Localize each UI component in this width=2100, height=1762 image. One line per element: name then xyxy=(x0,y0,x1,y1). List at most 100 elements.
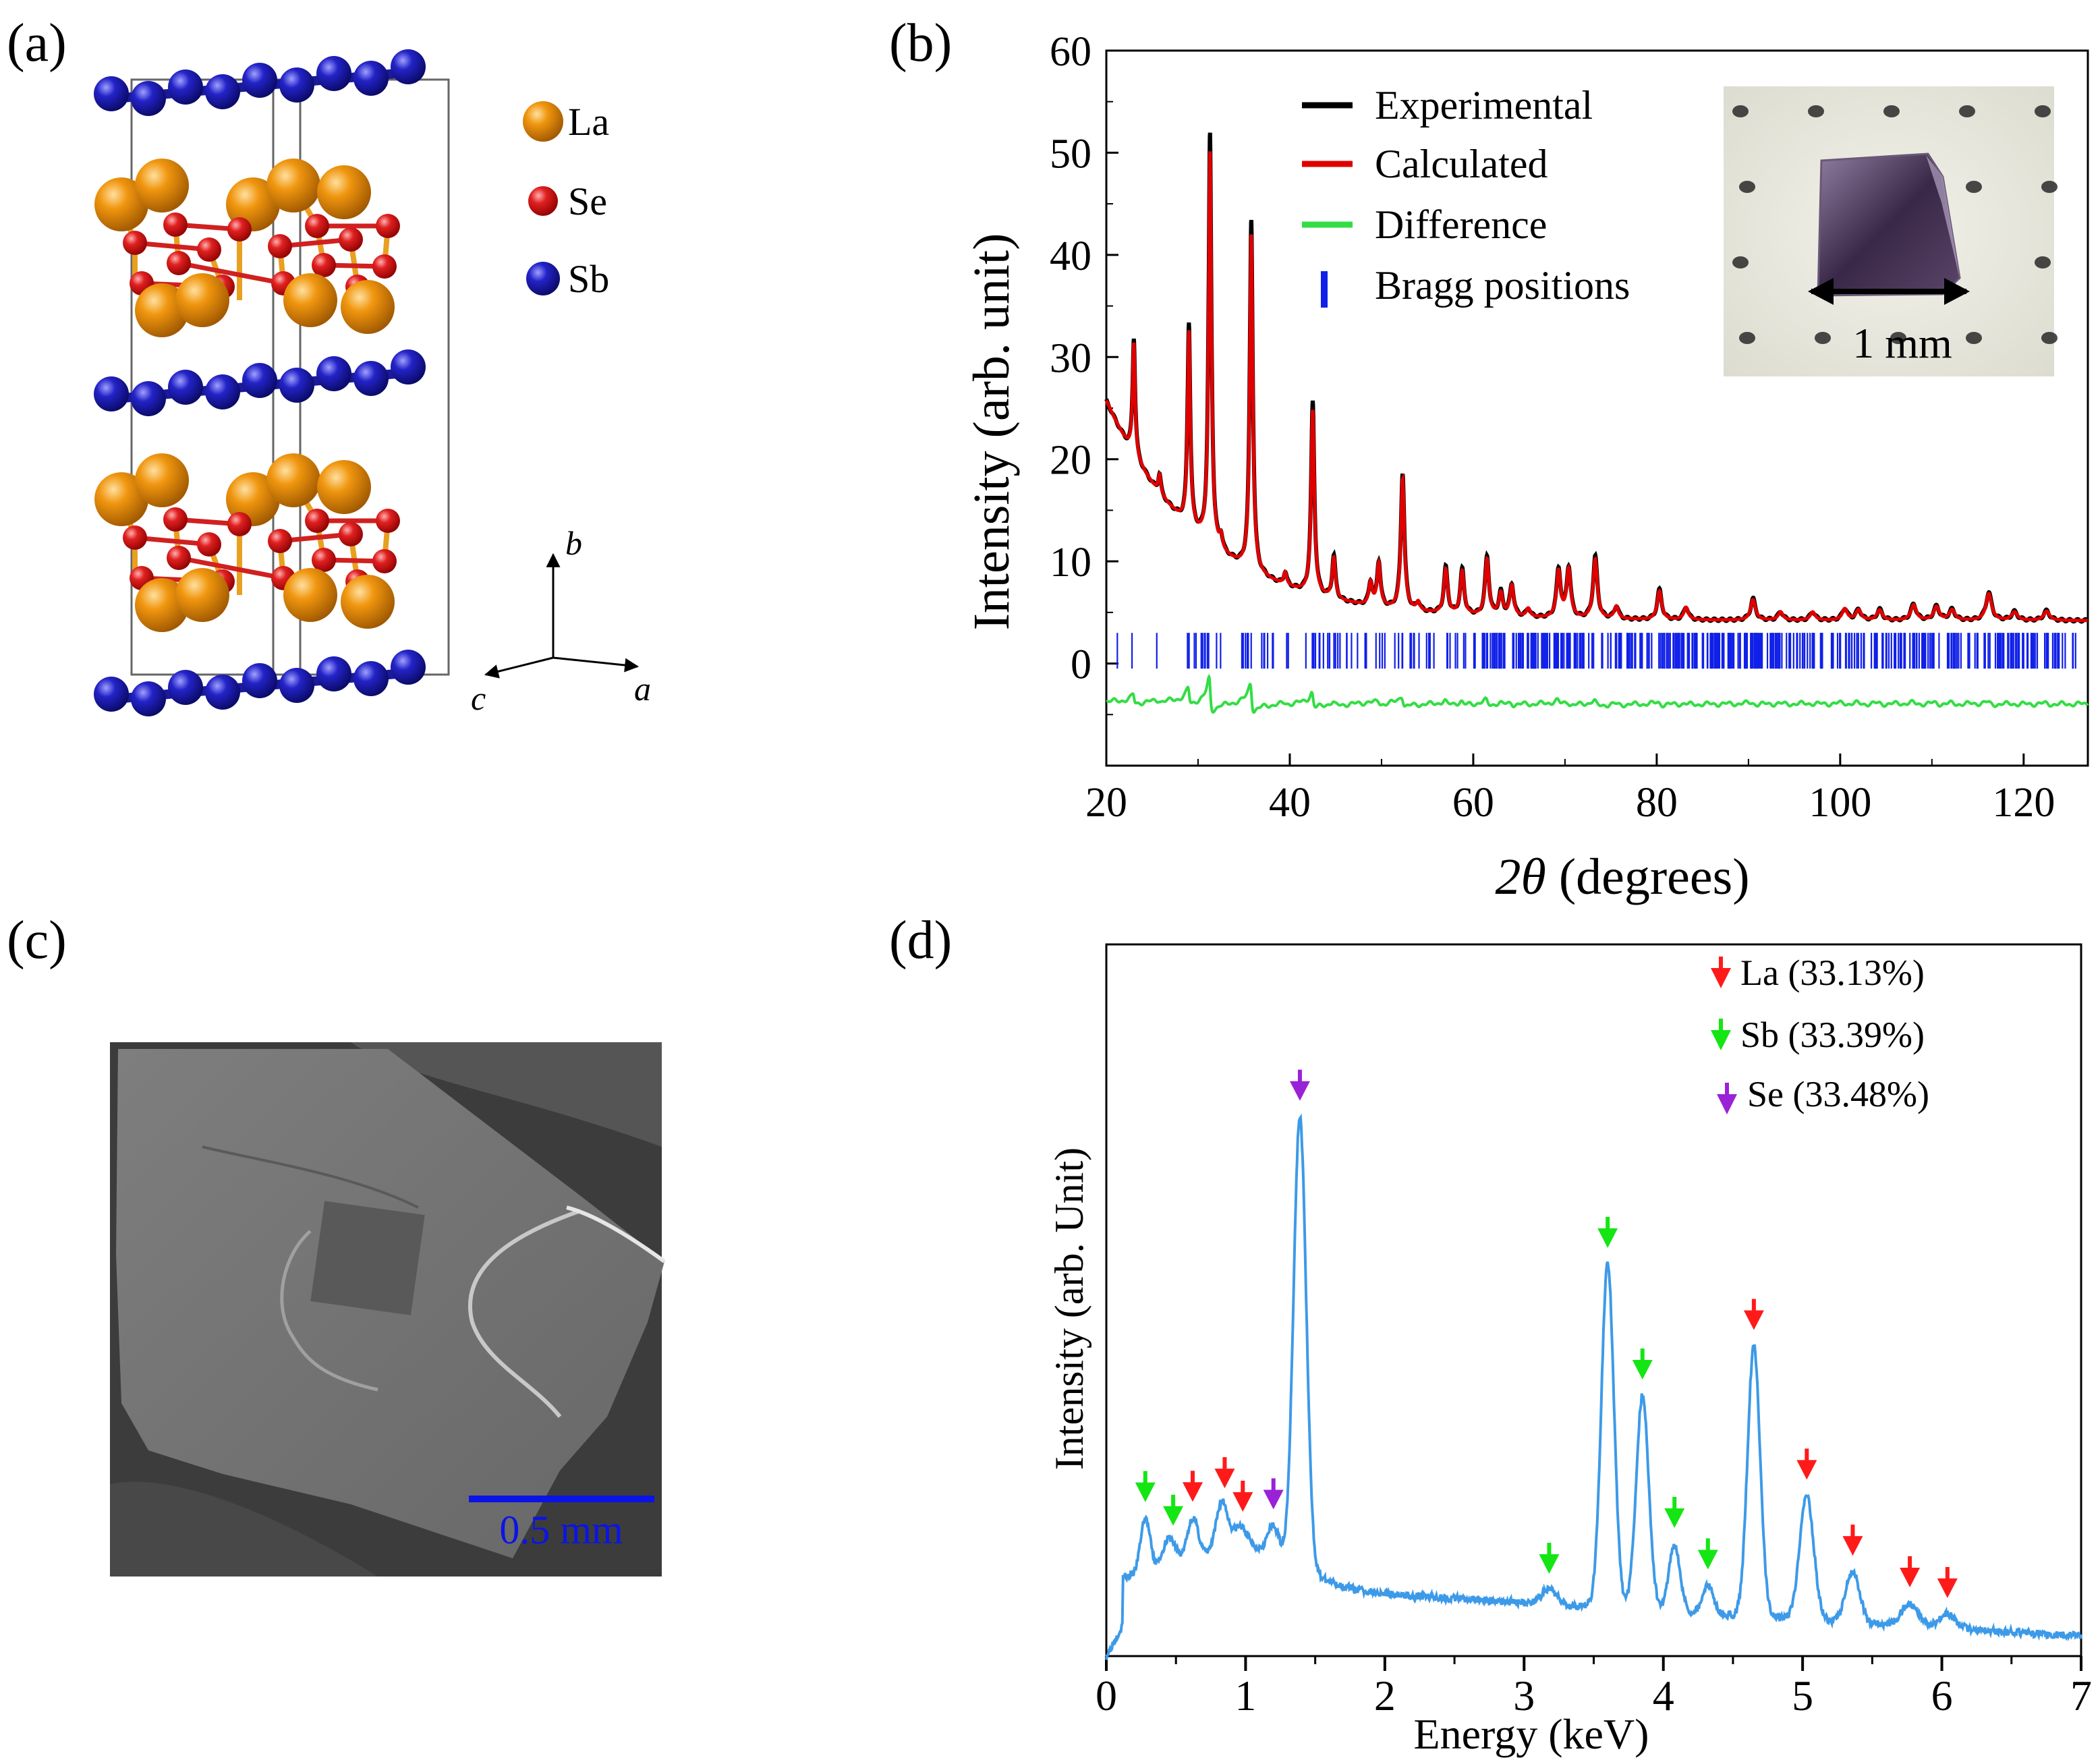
la-atom xyxy=(266,453,320,507)
sb-atom xyxy=(279,67,314,103)
crystal-facet xyxy=(1926,155,1960,278)
edx-marker-se xyxy=(1289,1081,1310,1101)
crystal-photo-inset: 1 mm xyxy=(1724,86,2058,376)
xrd-difference-line xyxy=(1106,673,2089,714)
edx-marker-sb xyxy=(1135,1482,1156,1502)
edx-legend-la: La (33.13%) xyxy=(1740,953,1925,993)
xrd-xtick-label: 60 xyxy=(1452,780,1494,826)
xrd-ytick-label: 50 xyxy=(1050,131,1091,177)
sb-atom xyxy=(242,663,277,698)
xrd-xlabel-symbol: 2θ xyxy=(1495,849,1545,905)
edx-ylabel: Intensity (arb. Unit) xyxy=(1047,1147,1091,1470)
xrd-legend: Experimental Calculated Difference Bragg… xyxy=(1302,83,1630,308)
xrd-legend-experimental: Experimental xyxy=(1375,83,1593,127)
sb-atom xyxy=(353,61,389,96)
edx-chart: 0 1 2 3 4 5 6 7 Intensity (arb. Unit) Energy (k… xyxy=(1047,943,2092,1758)
edx-marker-sb xyxy=(1597,1228,1618,1248)
se-atom xyxy=(372,254,397,279)
panel-label-c: (c) xyxy=(7,911,67,970)
crystal-axes xyxy=(484,552,640,679)
edx-marker-sb xyxy=(1163,1506,1184,1526)
sb-layer-2 xyxy=(94,349,426,416)
se-bond xyxy=(134,535,210,547)
edx-marker-stem-la xyxy=(1222,1457,1227,1471)
edx-marker-la xyxy=(1232,1491,1253,1512)
sb-atom xyxy=(205,74,240,109)
inset-grid-dot xyxy=(1890,332,1906,344)
xrd-ytick-label: 40 xyxy=(1050,233,1091,279)
la-atom xyxy=(283,568,337,622)
xrd-chart: 0 10 20 30 40 50 60 20 40 60 80 100 120 Intensity (a… xyxy=(963,29,2089,905)
sb-atom xyxy=(94,376,129,411)
sb-atom xyxy=(316,656,351,691)
sb-layer-1 xyxy=(94,49,426,116)
inset-grid-dots xyxy=(1732,105,2058,344)
edx-marker-stem-sb xyxy=(1705,1538,1710,1552)
edx-marker-stem-sb xyxy=(1547,1543,1552,1557)
se-atom xyxy=(123,231,147,255)
edx-xlabel: Energy (keV) xyxy=(1414,1710,1649,1758)
edx-marker-stem-la xyxy=(1945,1566,1950,1581)
legend-label-la: La xyxy=(568,100,609,144)
inset-grid-dot xyxy=(1732,105,1749,117)
xrd-bragg-ticks xyxy=(1116,633,2076,669)
xrd-ytick-label: 0 xyxy=(1071,642,1091,688)
edx-legend-arrow-sb xyxy=(1711,1030,1731,1050)
se-atom xyxy=(268,529,292,553)
axis-c-arrow xyxy=(484,656,554,679)
xrd-xtick-label: 20 xyxy=(1085,780,1127,826)
xrd-xlabel-unit: (degrees) xyxy=(1559,849,1750,905)
inset-scale-arrow-left xyxy=(1808,278,1834,305)
edx-legend-stem-sb xyxy=(1719,1019,1723,1032)
sb-atom xyxy=(168,370,203,405)
sb-atom xyxy=(131,381,166,416)
edx-legend-arrow-se xyxy=(1717,1094,1737,1114)
se-atom xyxy=(197,532,221,557)
inset-grid-dot xyxy=(2041,332,2058,344)
se-atom xyxy=(197,237,221,262)
se-atom xyxy=(167,251,191,275)
xrd-calculated-line xyxy=(1104,151,2088,623)
edx-axes xyxy=(1105,943,2082,1671)
axis-a-arrow xyxy=(552,656,640,673)
edx-marker-stem-la xyxy=(1805,1448,1809,1462)
se-atom xyxy=(227,217,252,241)
edx-marker-stem-sb xyxy=(1672,1497,1677,1511)
axis-c-label: c xyxy=(471,679,486,717)
se-atom xyxy=(376,509,400,533)
sb-atom xyxy=(279,668,314,703)
edx-marker-stem-sb xyxy=(1606,1216,1610,1230)
edx-xtick-label: 3 xyxy=(1513,1672,1535,1720)
la-atom xyxy=(135,578,189,632)
xrd-xtick-label: 80 xyxy=(1636,780,1678,826)
inset-grid-dot xyxy=(1966,181,1982,193)
sb-atom xyxy=(94,677,129,712)
sb-atom xyxy=(131,681,166,716)
axis-a-label: a xyxy=(634,670,651,708)
inset-scale-label: 1 mm xyxy=(1852,319,1952,367)
se-atom xyxy=(312,253,336,277)
legend-swatch-sb xyxy=(526,262,560,295)
edx-xtick-label: 4 xyxy=(1653,1672,1674,1720)
edx-marker-stem-sb xyxy=(1171,1494,1176,1508)
inset-grid-dot xyxy=(1959,105,1975,117)
edx-legend-arrow-la xyxy=(1711,968,1731,988)
edx-xtick-label: 7 xyxy=(2070,1672,2092,1720)
inset-grid-dot xyxy=(2035,256,2051,268)
se-atom xyxy=(227,512,252,536)
edx-marker-la xyxy=(1214,1469,1235,1489)
sem-fibers xyxy=(351,1042,662,1147)
la-atom xyxy=(135,159,189,212)
inset-grid-dot xyxy=(1966,332,1982,344)
edx-tick-labels: 0 1 2 3 4 5 6 7 xyxy=(1096,1672,2092,1720)
legend-label-sb: Sb xyxy=(568,257,609,301)
sb-atom xyxy=(205,675,240,710)
inset-grid-dot xyxy=(1739,332,1755,344)
edx-marker-stem-la xyxy=(1850,1525,1855,1539)
edx-marker-sb xyxy=(1664,1508,1685,1529)
axis-b-label: b xyxy=(565,524,582,562)
inset-grid-dot xyxy=(2041,181,2058,193)
sb-atom xyxy=(279,368,314,403)
edx-legend-stem-se xyxy=(1725,1083,1729,1096)
